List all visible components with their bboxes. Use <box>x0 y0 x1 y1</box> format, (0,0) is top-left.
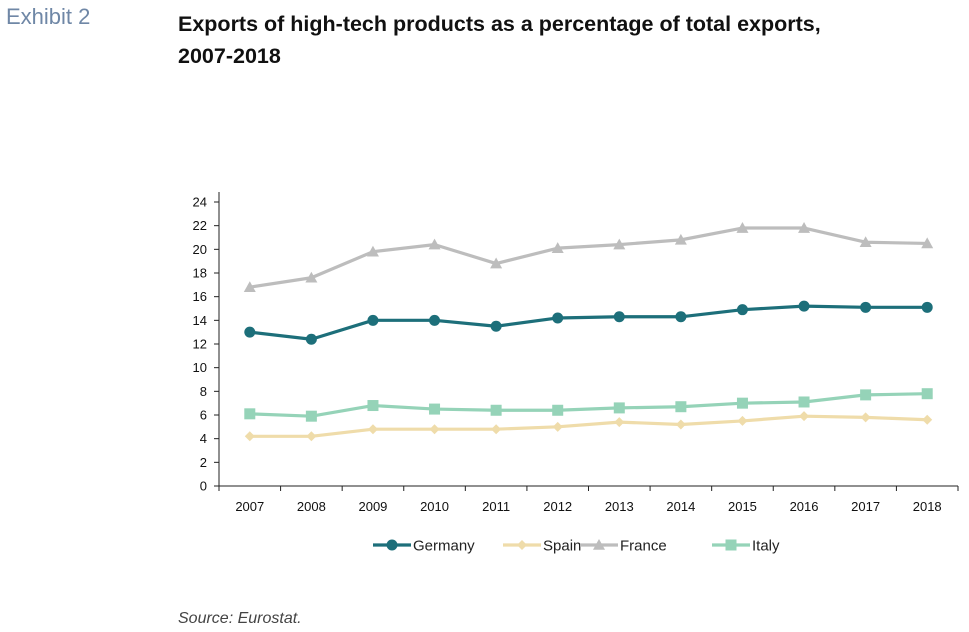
data-point-italy <box>429 403 441 415</box>
data-point-france <box>490 257 503 269</box>
series-line-spain <box>249 414 928 438</box>
x-tick-label: 2017 <box>851 499 880 514</box>
x-tick-label: 2018 <box>913 499 942 514</box>
data-point-france <box>736 222 749 233</box>
y-tick-label: 10 <box>193 360 207 375</box>
exhibit-label: Exhibit 2 <box>6 4 91 29</box>
chart-title: Exports of high-tech products as a perce… <box>178 8 969 72</box>
data-point-germany <box>305 333 317 345</box>
data-point-france <box>551 242 564 253</box>
data-point-italy <box>552 404 564 416</box>
data-point-spain <box>306 431 317 442</box>
y-tick-label: 0 <box>200 479 207 494</box>
data-point-germany <box>552 312 564 324</box>
data-point-spain <box>675 419 686 430</box>
legend-label-spain: Spain <box>543 538 581 555</box>
data-point-germany <box>860 301 872 313</box>
y-tick-label: 14 <box>193 313 207 328</box>
data-point-spain <box>429 424 440 435</box>
y-tick-label: 6 <box>200 408 207 423</box>
data-point-italy <box>305 410 317 422</box>
data-point-spain <box>244 431 255 442</box>
series-line-germany <box>249 304 928 341</box>
legend-label-germany: Germany <box>413 538 475 555</box>
legend-marker-spain <box>517 540 527 550</box>
y-tick-label: 12 <box>193 337 207 352</box>
x-tick-label: 2007 <box>235 499 264 514</box>
data-point-france <box>921 237 934 249</box>
y-tick-label: 4 <box>200 431 207 446</box>
data-point-italy <box>613 402 625 414</box>
chart-title-line-2: 2007-2018 <box>178 44 281 68</box>
data-point-germany <box>613 311 625 323</box>
chart-title-line-1: Exports of high-tech products as a perce… <box>178 12 821 36</box>
data-point-spain <box>491 424 502 435</box>
data-point-germany <box>490 320 502 332</box>
data-point-germany <box>675 311 687 323</box>
data-point-germany <box>798 300 810 312</box>
x-tick-label: 2012 <box>543 499 572 514</box>
data-point-france <box>798 222 811 233</box>
data-point-italy <box>921 388 933 400</box>
data-point-italy <box>675 401 687 413</box>
x-tick-label: 2016 <box>790 499 819 514</box>
data-point-italy <box>244 408 256 420</box>
y-tick-label: 8 <box>200 384 207 399</box>
data-point-spain <box>799 411 810 422</box>
data-point-italy <box>860 389 872 401</box>
series-line-italy <box>249 392 928 418</box>
x-tick-label: 2014 <box>666 499 695 514</box>
legend-label-italy: Italy <box>752 538 780 555</box>
data-point-france <box>613 238 626 250</box>
x-tick-label: 2015 <box>728 499 757 514</box>
data-point-france <box>366 245 379 257</box>
data-point-italy <box>736 397 748 409</box>
x-tick-label: 2011 <box>482 499 510 514</box>
data-point-spain <box>737 415 748 426</box>
data-point-germany <box>921 301 933 313</box>
data-point-spain <box>552 421 563 432</box>
source-note: Source: Eurostat. <box>178 610 302 627</box>
y-tick-label: 22 <box>193 218 207 233</box>
y-tick-label: 16 <box>193 289 207 304</box>
x-tick-label: 2010 <box>420 499 449 514</box>
y-tick-label: 20 <box>193 242 207 257</box>
legend-marker-france <box>593 539 605 550</box>
y-tick-label: 2 <box>200 455 207 470</box>
data-point-germany <box>367 314 379 326</box>
data-point-germany <box>736 304 748 316</box>
legend-marker-germany <box>386 539 398 551</box>
data-point-france <box>428 238 441 250</box>
data-point-france <box>305 271 318 283</box>
data-point-spain <box>614 417 625 428</box>
data-point-france <box>674 233 687 245</box>
data-point-spain <box>922 414 933 425</box>
data-point-italy <box>798 396 810 408</box>
x-tick-label: 2009 <box>358 499 387 514</box>
x-tick-label: 2013 <box>605 499 634 514</box>
y-tick-label: 24 <box>193 195 207 210</box>
series-line-france <box>249 226 928 289</box>
data-point-italy <box>490 404 502 416</box>
data-point-italy <box>367 400 379 412</box>
legend-label-france: France <box>620 538 667 555</box>
data-point-spain <box>860 412 871 423</box>
data-point-spain <box>367 424 378 435</box>
data-point-france <box>243 281 256 292</box>
data-point-germany <box>429 314 441 326</box>
legend-marker-italy <box>725 539 737 551</box>
y-tick-label: 18 <box>193 266 207 281</box>
x-tick-label: 2008 <box>297 499 326 514</box>
data-point-germany <box>244 326 256 338</box>
data-point-france <box>859 236 872 248</box>
